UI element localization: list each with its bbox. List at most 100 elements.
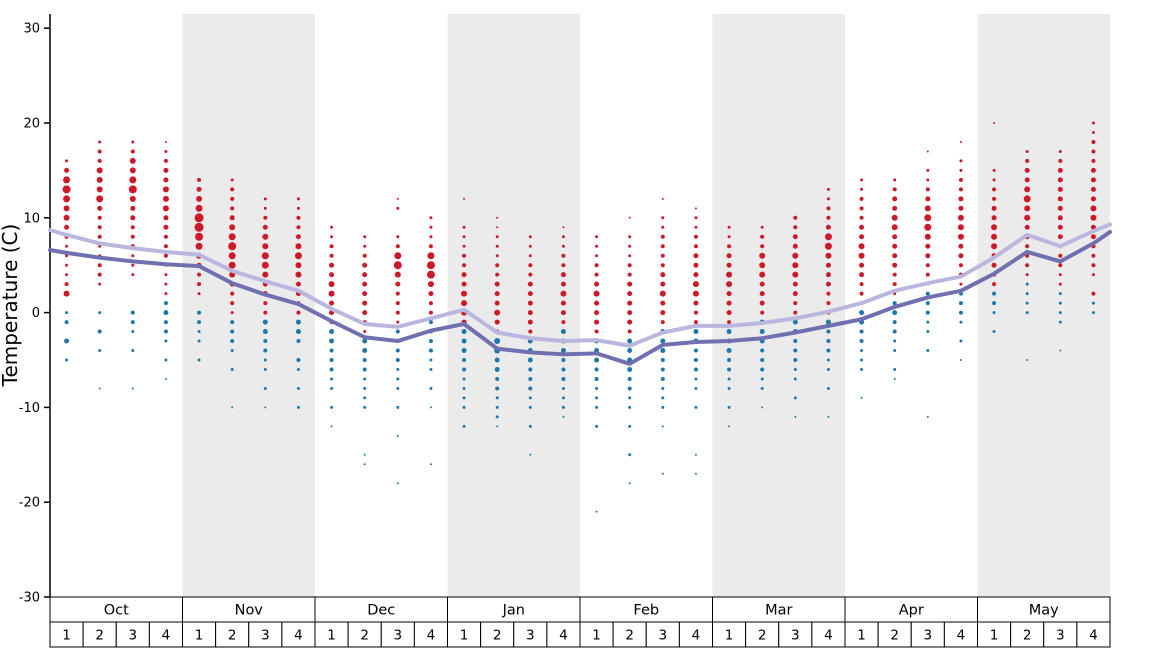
- high-temp-dot: [561, 253, 566, 258]
- low-temp-dot: [263, 386, 267, 390]
- high-temp-dot: [495, 263, 500, 268]
- high-temp-dot: [759, 281, 765, 287]
- low-temp-dot: [627, 338, 633, 344]
- high-temp-dot: [294, 252, 302, 260]
- low-temp-dot: [959, 359, 962, 361]
- high-temp-dot: [295, 243, 302, 250]
- high-temp-dot: [892, 196, 898, 202]
- high-temp-dot: [826, 206, 831, 211]
- low-temp-dot: [263, 367, 267, 371]
- high-temp-dot: [65, 244, 69, 248]
- high-temp-dot: [594, 300, 600, 306]
- week-label: 2: [625, 628, 634, 644]
- low-temp-dot: [262, 329, 268, 335]
- high-temp-dot: [163, 253, 168, 258]
- high-temp-dot: [462, 253, 467, 258]
- high-temp-dot: [1091, 149, 1096, 154]
- high-temp-dot: [196, 186, 202, 192]
- high-temp-dot: [261, 261, 269, 269]
- high-temp-dot: [1025, 273, 1029, 277]
- low-temp-dot: [462, 424, 466, 428]
- low-temp-dot: [792, 319, 798, 325]
- low-temp-dot: [892, 320, 897, 325]
- high-temp-dot: [394, 252, 402, 260]
- high-temp-dot: [494, 309, 501, 316]
- high-temp-dot: [230, 291, 235, 296]
- high-temp-dot: [958, 196, 964, 202]
- low-temp-dot: [428, 348, 433, 353]
- high-temp-dot: [992, 196, 997, 201]
- low-temp-dot: [628, 424, 632, 428]
- high-temp-dot: [163, 244, 168, 249]
- high-temp-dot: [726, 271, 733, 278]
- low-temp-dot: [329, 338, 335, 344]
- month-cell: [977, 596, 1111, 623]
- low-temp-dot: [595, 396, 599, 400]
- high-temp-dot: [1025, 149, 1029, 153]
- high-temp-dot: [1025, 158, 1030, 163]
- low-temp-dot: [495, 386, 500, 391]
- week-label: 4: [824, 628, 833, 644]
- low-temp-dot: [197, 320, 202, 325]
- low-temp-dot: [561, 405, 565, 409]
- low-temp-dot: [197, 330, 201, 334]
- high-temp-dot: [661, 216, 665, 220]
- low-temp-dot: [860, 396, 863, 399]
- low-temp-dot: [230, 349, 234, 353]
- high-temp-dot: [1058, 149, 1062, 153]
- low-temp-dot: [727, 367, 732, 372]
- low-temp-dot: [826, 339, 831, 344]
- low-temp-dot: [296, 405, 300, 409]
- high-temp-dot: [693, 310, 698, 315]
- month-cell: [182, 596, 316, 623]
- high-temp-dot: [825, 281, 831, 287]
- high-temp-dot: [660, 244, 665, 249]
- low-temp-dot: [760, 358, 765, 362]
- high-temp-dot: [363, 244, 367, 248]
- low-temp-dot: [362, 348, 368, 354]
- low-temp-dot: [163, 320, 168, 325]
- high-temp-dot: [163, 215, 169, 221]
- avg-max-line: [48, 222, 1112, 348]
- week-label: 4: [692, 628, 701, 644]
- low-temp-dot: [859, 310, 865, 316]
- high-temp-dot: [825, 252, 832, 259]
- high-temp-dot: [759, 291, 765, 297]
- week-label: 1: [460, 628, 469, 644]
- high-temp-dot: [263, 197, 267, 201]
- low-temp-dot: [163, 329, 168, 334]
- low-temp-dot: [793, 348, 798, 353]
- low-temp-dot: [429, 386, 433, 390]
- week-cell: [148, 621, 183, 648]
- low-temp-dot: [264, 406, 267, 409]
- high-temp-dot: [991, 215, 997, 221]
- high-temp-dot: [462, 244, 466, 248]
- low-temp-dot: [859, 329, 864, 334]
- low-temp-dot: [560, 348, 566, 354]
- high-temp-dot: [228, 261, 236, 269]
- low-temp-dot: [527, 357, 533, 363]
- high-temp-dot: [63, 176, 71, 184]
- low-temp-dot: [262, 319, 268, 325]
- low-temp-dot: [528, 405, 532, 409]
- high-temp-dot: [295, 271, 302, 278]
- high-temp-dot: [131, 254, 135, 258]
- low-temp-dot: [825, 319, 831, 325]
- high-temp-dot: [726, 281, 733, 288]
- low-temp-dot: [131, 387, 134, 390]
- week-cell: [513, 621, 548, 648]
- week-label: 4: [162, 628, 171, 644]
- low-temp-dot: [330, 425, 333, 428]
- high-temp-dot: [627, 291, 633, 297]
- high-temp-dot: [462, 235, 466, 239]
- high-temp-dot: [128, 185, 137, 194]
- low-temp-dot: [494, 338, 501, 345]
- month-cell: [447, 596, 581, 623]
- high-temp-dot: [594, 263, 599, 268]
- low-temp-dot: [893, 377, 896, 380]
- high-temp-dot: [528, 263, 533, 268]
- high-temp-dot: [792, 234, 798, 240]
- high-temp-dot: [727, 244, 732, 249]
- high-temp-dot: [261, 252, 269, 260]
- high-temp-dot: [760, 244, 765, 249]
